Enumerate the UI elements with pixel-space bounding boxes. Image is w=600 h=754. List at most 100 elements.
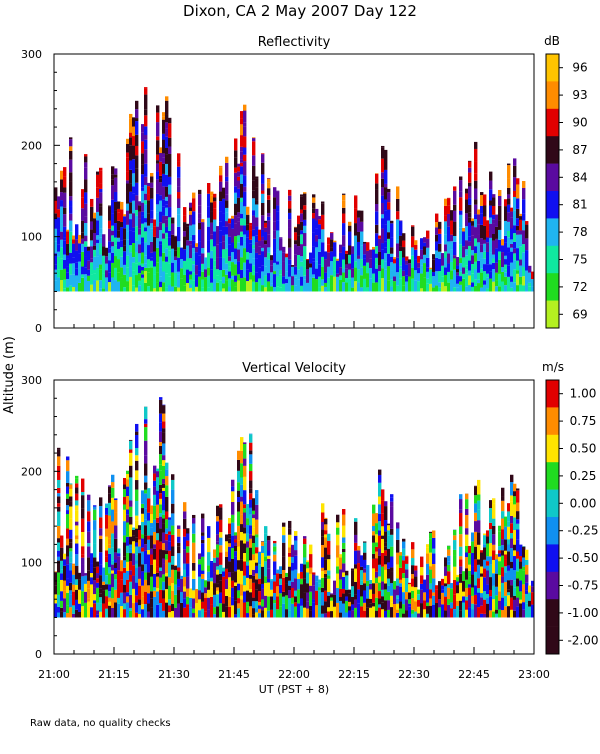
heatmap-cell xyxy=(243,544,246,554)
heatmap-cell xyxy=(522,584,525,594)
heatmap-cell xyxy=(126,139,129,144)
heatmap-cell xyxy=(444,258,447,267)
heatmap-cell xyxy=(498,240,501,252)
heatmap-cell xyxy=(453,258,456,269)
heatmap-cell xyxy=(135,169,138,183)
heatmap-cell xyxy=(438,287,441,291)
heatmap-cell xyxy=(105,248,108,256)
heatmap-cell xyxy=(96,588,99,603)
heatmap-cell xyxy=(111,180,114,186)
heatmap-cell xyxy=(219,511,222,520)
heatmap-cell xyxy=(387,202,390,209)
heatmap-cell xyxy=(324,537,327,547)
heatmap-cell xyxy=(135,564,138,568)
heatmap-cell xyxy=(471,287,474,292)
heatmap-cell xyxy=(522,547,525,558)
heatmap-cell xyxy=(126,523,129,537)
heatmap-cell xyxy=(363,266,366,279)
heatmap-cell xyxy=(417,614,420,618)
heatmap-cell xyxy=(135,455,138,461)
heatmap-cell xyxy=(261,215,264,230)
heatmap-cell xyxy=(237,235,240,242)
heatmap-cell xyxy=(96,243,99,257)
heatmap-cell xyxy=(177,275,180,280)
heatmap-cell xyxy=(483,217,486,226)
colorbar-label: -0.50 xyxy=(567,551,598,565)
heatmap-cell xyxy=(147,226,150,231)
heatmap-cell xyxy=(315,591,318,606)
heatmap-cell xyxy=(75,522,78,526)
heatmap-cell xyxy=(174,570,177,585)
heatmap-cell xyxy=(528,592,531,600)
heatmap-cell xyxy=(222,571,225,576)
heatmap-cell xyxy=(120,202,123,209)
heatmap-cell xyxy=(474,214,477,219)
heatmap-cell xyxy=(444,267,447,275)
heatmap-cell xyxy=(354,564,357,568)
heatmap-cell xyxy=(177,587,180,590)
heatmap-cell xyxy=(474,585,477,594)
heatmap-cell xyxy=(96,198,99,212)
heatmap-cell xyxy=(345,575,348,589)
heatmap-cell xyxy=(96,562,99,567)
heatmap-cell xyxy=(123,287,126,291)
heatmap-cell xyxy=(102,582,105,585)
heatmap-cell xyxy=(366,586,369,599)
heatmap-cell xyxy=(99,171,102,184)
heatmap-cell xyxy=(507,595,510,606)
colorbar-label: -2.00 xyxy=(567,633,598,647)
heatmap-cell xyxy=(492,599,495,611)
heatmap-cell xyxy=(198,214,201,219)
heatmap-cell xyxy=(129,231,132,246)
heatmap-cell xyxy=(267,273,270,281)
heatmap-cell xyxy=(198,610,201,617)
heatmap-cell xyxy=(150,565,153,577)
heatmap-cell xyxy=(480,195,483,206)
heatmap-cell xyxy=(141,212,144,215)
heatmap-cell xyxy=(429,606,432,618)
heatmap-cell xyxy=(411,587,414,591)
heatmap-cell xyxy=(66,231,69,244)
heatmap-cell xyxy=(168,599,171,605)
heatmap-cell xyxy=(177,546,180,553)
heatmap-cell xyxy=(159,499,162,505)
heatmap-cell xyxy=(249,223,252,225)
heatmap-cell xyxy=(216,575,219,584)
heatmap-cell xyxy=(477,501,480,509)
heatmap-cell xyxy=(396,553,399,565)
heatmap-cell xyxy=(102,568,105,582)
heatmap-cell xyxy=(231,559,234,572)
heatmap-cell xyxy=(252,598,255,602)
heatmap-cell xyxy=(309,606,312,611)
heatmap-cell xyxy=(234,551,237,557)
heatmap-cell xyxy=(129,219,132,230)
heatmap-cell xyxy=(405,282,408,292)
heatmap-cell xyxy=(69,548,72,551)
heatmap-cell xyxy=(321,614,324,618)
heatmap-cell xyxy=(459,559,462,566)
heatmap-cell xyxy=(126,193,129,204)
heatmap-cell xyxy=(171,480,174,490)
heatmap-cell xyxy=(75,590,78,600)
heatmap-cell xyxy=(360,570,363,580)
heatmap-cell xyxy=(381,567,384,582)
heatmap-cell xyxy=(393,589,396,604)
heatmap-cell xyxy=(198,270,201,276)
heatmap-cell xyxy=(132,271,135,275)
heatmap-cell xyxy=(450,602,453,608)
heatmap-cell xyxy=(303,205,306,209)
heatmap-cell xyxy=(222,249,225,258)
heatmap-cell xyxy=(507,589,510,592)
heatmap-cell xyxy=(129,553,132,561)
heatmap-cell xyxy=(426,248,429,258)
heatmap-cell xyxy=(213,246,216,260)
heatmap-cell xyxy=(477,280,480,283)
heatmap-cell xyxy=(318,224,321,239)
heatmap-cell xyxy=(237,603,240,608)
heatmap-cell xyxy=(171,570,174,583)
heatmap-cell xyxy=(465,199,468,213)
heatmap-cell xyxy=(264,583,267,596)
heatmap-cell xyxy=(423,580,426,593)
heatmap-cell xyxy=(255,553,258,562)
heatmap-cell xyxy=(456,575,459,577)
